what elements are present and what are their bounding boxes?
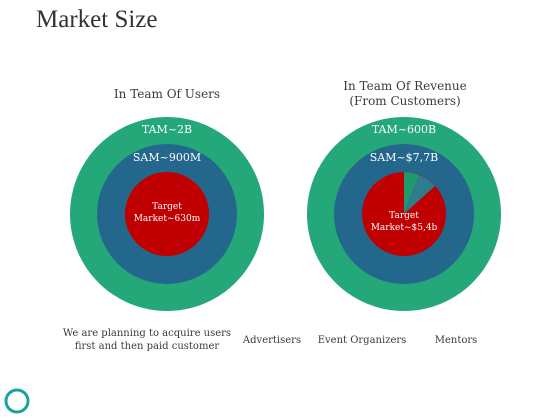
revenue-rings: TAM~600B SAM~$7,7B Target Market~$5,4b	[307, 117, 501, 311]
panel-revenue-heading: In Team Of Revenue (From Customers)	[300, 79, 510, 109]
caption-plan-line1: We are planning to acquire users	[62, 328, 232, 339]
revenue-sam-label: SAM~$7,7B	[370, 151, 439, 164]
caption-plan-line2: first and then paid customer	[74, 341, 220, 352]
revenue-target-label-line2: Market~$5,4b	[371, 223, 438, 233]
page-title: Market Size	[36, 6, 158, 33]
users-target-label-line1: Target	[152, 202, 182, 212]
users-target-circle	[125, 172, 209, 256]
caption-event-organizers: Event Organizers	[317, 335, 407, 346]
panel-revenue-heading-line2: (From Customers)	[349, 94, 461, 108]
users-target-label-line2: Market~630m	[134, 214, 201, 224]
revenue-slice-blue	[404, 175, 435, 214]
circle-outline-icon	[4, 388, 30, 414]
users-tam-label: TAM~2B	[142, 123, 192, 136]
users-sam-label: SAM~900M	[133, 151, 201, 164]
panel-revenue-heading-line1: In Team Of Revenue	[343, 79, 467, 93]
caption-mentors: Mentors	[434, 335, 478, 346]
revenue-target-label-line1: Target	[389, 211, 419, 221]
panel-users-heading-line: In Team Of Users	[113, 87, 221, 101]
users-rings: TAM~2B SAM~900M Target Market~630m	[70, 117, 264, 311]
panel-users-heading: In Team Of Users	[92, 87, 242, 102]
revenue-tam-label: TAM~600B	[372, 123, 436, 136]
caption-advertisers: Advertisers	[242, 335, 302, 346]
revenue-slice-green	[404, 172, 419, 214]
caption-plan: We are planning to acquire users first a…	[52, 327, 242, 353]
